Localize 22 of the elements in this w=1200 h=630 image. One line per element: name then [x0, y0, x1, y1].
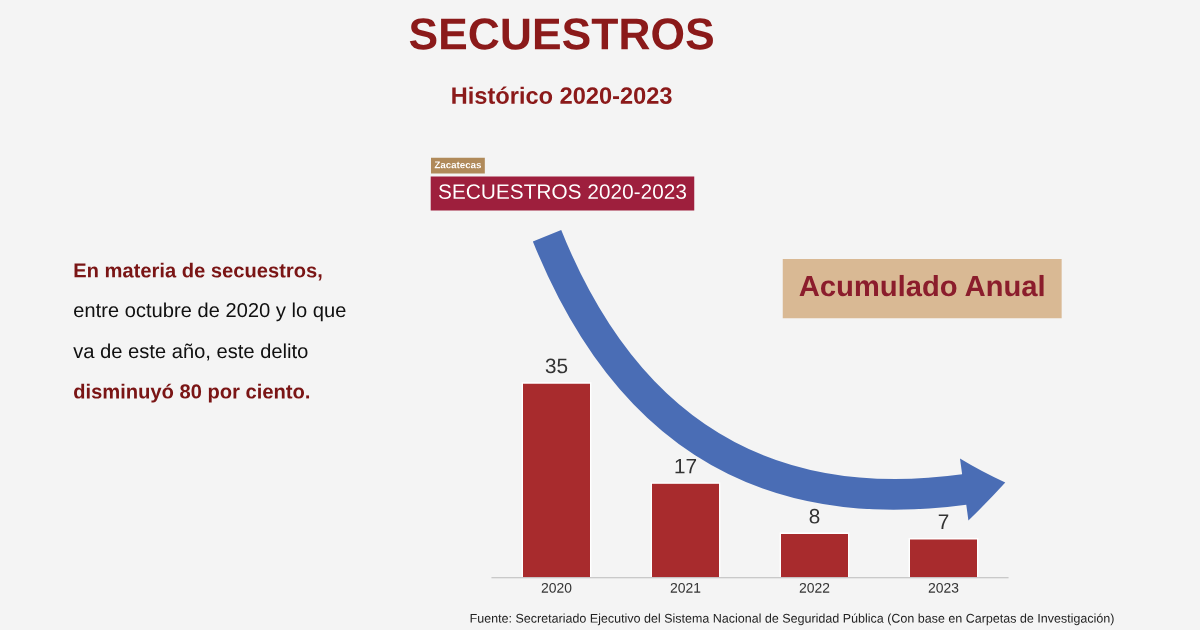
text: Acumulado Anual: [799, 274, 1044, 297]
bar: [650, 482, 721, 578]
data-label: 7: [938, 514, 949, 529]
chart-subtitle: Histórico 2020-2023: [452, 86, 672, 105]
bar: [521, 382, 592, 578]
text: entre octubre de 2020 y lo que: [74, 302, 346, 322]
text: Zacatecas: [434, 161, 482, 169]
text: va de este año, este delito: [73, 343, 308, 361]
source-note: Fuente: Secretariado Ejecutivo del Sistema Nacional de Seguridad Pública (Con base en Carpetas de Investigación): [470, 613, 1114, 626]
data-label: 8: [809, 508, 820, 524]
text: En materia de secuestros,: [74, 262, 322, 281]
bar: [779, 532, 850, 578]
x-tick-label: 2022: [799, 582, 830, 593]
x-tick-label: 2021: [670, 582, 701, 593]
text: SECUESTROS 2020-2023: [438, 184, 687, 199]
x-tick-label: 2023: [928, 582, 959, 593]
text: disminuyó 80 por ciento.: [74, 383, 310, 403]
bar: [908, 538, 979, 578]
data-label: 17: [675, 458, 697, 474]
chart-title: SECUESTROS: [409, 18, 713, 50]
data-label: 35: [545, 358, 568, 374]
x-tick-label: 2020: [541, 582, 572, 593]
